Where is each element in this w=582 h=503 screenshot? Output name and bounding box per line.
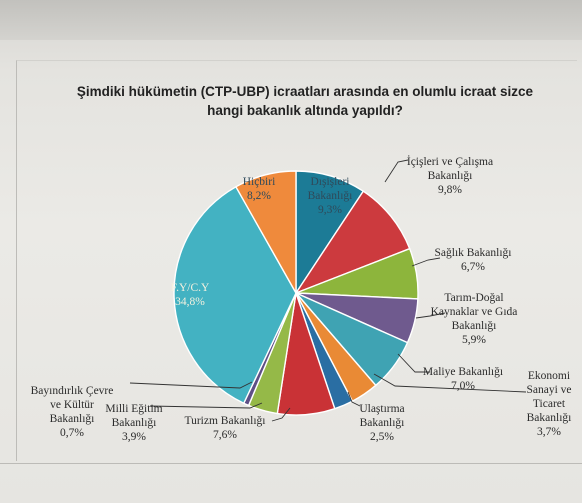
slice-name-10: ve Kültür bbox=[50, 399, 94, 411]
slice-name-7: Ulaştırma bbox=[359, 403, 404, 415]
slice-value-2: 9,8% bbox=[438, 184, 462, 196]
slice-label-6: Ekonomi Sanayi ve Ticaret Bakanlığı 3,7% bbox=[526, 370, 571, 438]
slice-labels: Dışişleri Bakanlığı 9,3% İçişleri ve Çalışm… bbox=[31, 154, 572, 443]
slice-name-4: Bakanlığı bbox=[452, 320, 497, 332]
slice-name-6: Bakanlığı bbox=[527, 412, 572, 424]
slice-name-3: Sağlık Bakanlığı bbox=[435, 247, 512, 259]
slice-label-8: Turizm Bakanlığı 7,6% bbox=[184, 415, 265, 441]
slice-value-9: 3,9% bbox=[122, 431, 146, 443]
slice-label-3: Sağlık Bakanlığı 6,7% bbox=[435, 247, 512, 273]
slice-value-8: 7,6% bbox=[213, 429, 237, 441]
slice-value-1: 9,3% bbox=[318, 204, 342, 216]
slice-name-4: Kaynaklar ve Gıda bbox=[431, 306, 518, 318]
chart-title-line-2: hangi bakanlık altında yapıldı? bbox=[207, 103, 403, 118]
slice-name-2: Bakanlığı bbox=[428, 170, 473, 182]
slice-value-4: 5,9% bbox=[462, 334, 486, 346]
leader-line-2 bbox=[384, 159, 409, 183]
leader-line-6 bbox=[373, 373, 527, 393]
leader-line-8 bbox=[271, 407, 291, 422]
slice-label-9: Milli Eğitim Bakanlığı 3,9% bbox=[105, 403, 162, 443]
slice-name-9: Milli Eğitim bbox=[105, 403, 162, 415]
pie-slice-2 bbox=[294, 190, 411, 295]
slice-name-10: Bakanlığı bbox=[50, 413, 95, 425]
slice-value-11: 34,8% bbox=[175, 296, 205, 308]
slice-name-12: Hiçbiri bbox=[243, 176, 276, 188]
slice-name-5: Maliye Bakanlığı bbox=[423, 366, 503, 378]
slice-value-5: 7,0% bbox=[451, 380, 475, 392]
slice-name-11: F.Y/C.Y bbox=[171, 282, 210, 294]
pie-slices bbox=[173, 170, 419, 416]
slice-label-4: Tarım-Doğal Kaynaklar ve Gıda Bakanlığı 5,9… bbox=[431, 292, 518, 346]
bottom-rule bbox=[0, 463, 582, 464]
slice-name-1: Dışişleri bbox=[311, 176, 350, 188]
slice-label-7: Ulaştırma Bakanlığı 2,5% bbox=[359, 403, 404, 443]
chart-title-line-1: Şimdiki hükümetin (CTP-UBP) icraatları a… bbox=[76, 84, 534, 99]
slice-name-1: Bakanlığı bbox=[308, 190, 353, 202]
slice-label-2: İçişleri ve Çalışma Bakanlığı 9,8% bbox=[407, 154, 493, 196]
slice-label-10: Bayındırlık Çevre ve Kültür Bakanlığı 0,7% bbox=[31, 385, 114, 439]
pie-slice-11 bbox=[173, 185, 297, 405]
slice-value-6: 3,7% bbox=[537, 426, 561, 438]
leader-line-9 bbox=[149, 402, 263, 409]
slice-label-5: Maliye Bakanlığı 7,0% bbox=[423, 366, 503, 392]
slice-name-10: Bayındırlık Çevre bbox=[31, 385, 114, 397]
leader-line-10 bbox=[129, 381, 253, 389]
slice-name-9: Bakanlığı bbox=[112, 417, 157, 429]
slice-name-7: Bakanlığı bbox=[360, 417, 405, 429]
leader-line-3 bbox=[411, 257, 441, 267]
slice-value-3: 6,7% bbox=[461, 261, 485, 273]
slice-label-12: Hiçbiri 8,2% bbox=[243, 176, 276, 202]
slice-name-4: Tarım-Doğal bbox=[444, 292, 503, 304]
slice-name-2: İçişleri ve Çalışma bbox=[407, 154, 493, 168]
slice-name-6: Sanayi ve bbox=[526, 384, 571, 396]
slice-value-7: 2,5% bbox=[370, 431, 394, 443]
leader-line-5 bbox=[397, 353, 430, 373]
slice-value-12: 8,2% bbox=[247, 190, 271, 202]
slice-value-10: 0,7% bbox=[60, 427, 84, 439]
leader-lines bbox=[129, 159, 527, 422]
slice-name-6: Ticaret bbox=[533, 398, 566, 410]
paper-edge bbox=[0, 0, 582, 40]
leader-line-7 bbox=[347, 391, 361, 407]
slice-name-6: Ekonomi bbox=[528, 370, 570, 382]
slice-label-1: Dışişleri Bakanlığı 9,3% bbox=[308, 176, 353, 216]
chart-frame bbox=[16, 60, 577, 461]
leader-line-4 bbox=[415, 312, 446, 319]
slice-label-11: F.Y/C.Y 34,8% bbox=[171, 282, 210, 308]
chart-title: Şimdiki hükümetin (CTP-UBP) icraatları a… bbox=[70, 82, 540, 120]
pie-slice-12 bbox=[234, 170, 297, 296]
slice-name-8: Turizm Bakanlığı bbox=[184, 415, 265, 427]
